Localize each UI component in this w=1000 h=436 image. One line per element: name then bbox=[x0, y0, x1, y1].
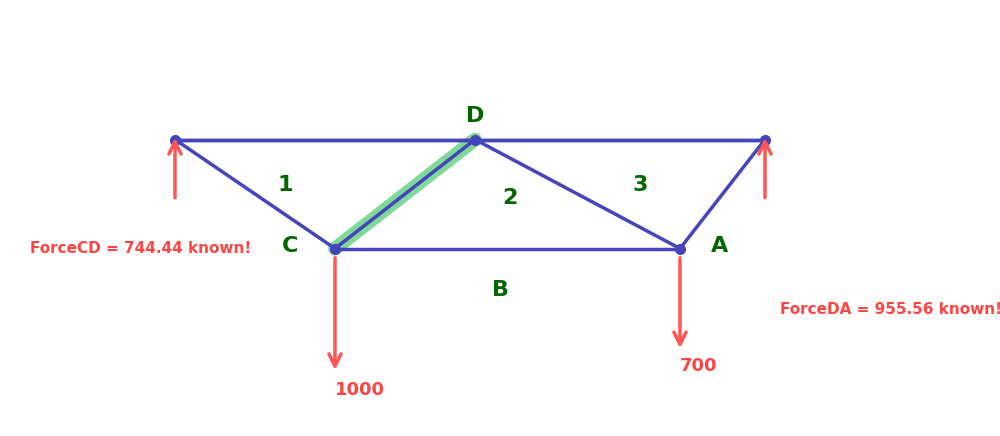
Text: ForceDA = 955.56 known!: ForceDA = 955.56 known! bbox=[780, 302, 1000, 317]
Text: ForceCD = 744.44 known!: ForceCD = 744.44 known! bbox=[30, 241, 251, 256]
Text: A: A bbox=[711, 236, 729, 256]
Text: 700: 700 bbox=[680, 357, 718, 375]
Text: D: D bbox=[466, 106, 484, 126]
Text: C: C bbox=[282, 236, 298, 256]
Text: 2: 2 bbox=[502, 188, 518, 208]
Text: 3: 3 bbox=[632, 175, 648, 195]
Text: 1000: 1000 bbox=[335, 381, 385, 399]
Text: B: B bbox=[492, 280, 509, 300]
Text: 1: 1 bbox=[277, 175, 293, 195]
